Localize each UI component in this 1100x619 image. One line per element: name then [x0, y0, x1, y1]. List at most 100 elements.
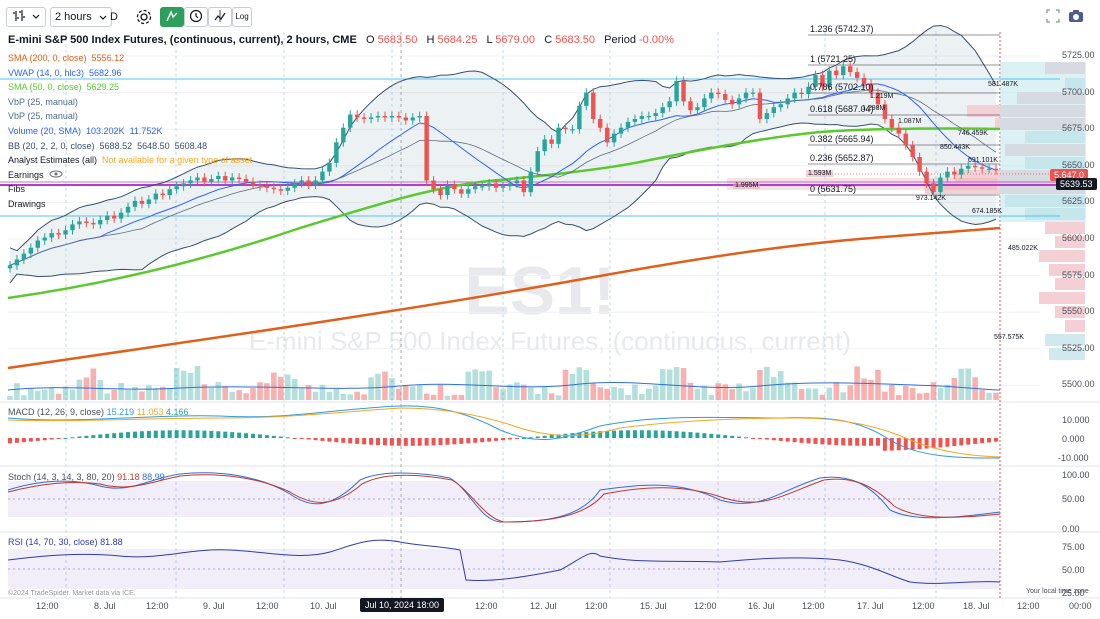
indicator-row[interactable]: VbP (25, manual)	[8, 110, 83, 122]
macd-histogram-bar	[237, 432, 242, 438]
indicator-row[interactable]: VbP (25, manual)	[8, 96, 83, 108]
candle-body	[868, 83, 874, 93]
price-axis-tick: 5600.00	[1062, 233, 1095, 243]
volume-bar	[736, 383, 742, 400]
volume-bar	[757, 369, 763, 400]
indicator-row[interactable]: BB (20, 2, 2, 0, close) 5688.52 5648.50 560…	[8, 140, 212, 152]
candle-body	[722, 94, 728, 100]
volume-bar	[333, 388, 340, 400]
macd-histogram-bar	[382, 438, 387, 446]
volume-bar	[521, 384, 527, 400]
chart-type-button[interactable]	[6, 7, 46, 27]
vbp-bar	[1055, 278, 1085, 290]
volume-bar	[708, 395, 715, 400]
bb-fill-area	[10, 25, 996, 283]
macd-histogram-bar	[63, 438, 68, 439]
macd-histogram-bar	[605, 430, 610, 438]
volume-bar	[805, 388, 812, 400]
candle-body	[250, 181, 256, 185]
indicator-value: 5608.48	[174, 140, 208, 151]
macd-histogram-bar	[841, 438, 846, 446]
macd-histogram-bar	[21, 438, 26, 443]
indicator-row[interactable]: Analyst Estimates (all) Not available for…	[8, 154, 257, 166]
indicator-name: Fibs	[8, 184, 26, 195]
macd-histogram-bar	[494, 438, 499, 441]
indicator-row[interactable]: Drawings	[8, 198, 51, 210]
macd-histogram-bar	[646, 430, 651, 438]
candle-body	[410, 117, 415, 121]
candle-body	[611, 133, 617, 143]
volume-bar	[409, 386, 416, 400]
volume-bar	[375, 373, 381, 400]
indicator-row[interactable]: Fibs	[8, 183, 30, 195]
candle-body	[229, 177, 235, 181]
candle-body	[535, 151, 540, 172]
candle-body	[223, 176, 228, 181]
candle-body	[778, 104, 783, 108]
interval-select[interactable]: 2 hours	[50, 7, 112, 27]
cursor-price-tag: 5639.53	[1056, 178, 1097, 190]
vbp-value-label: 850.443K	[940, 144, 970, 151]
interval-value: 2 hours	[55, 11, 92, 23]
watermark-name: E-mini S&P 500 Index Futures, (continuou…	[248, 326, 852, 356]
macd-histogram-bar	[938, 438, 943, 448]
candle-body	[924, 171, 929, 184]
indicator-row[interactable]: SMA (50, 0, close) 5629.25	[8, 81, 124, 93]
candle-body	[153, 193, 159, 200]
eye-icon[interactable]	[49, 170, 63, 178]
camera-icon[interactable]	[1068, 9, 1084, 23]
candle-body	[847, 66, 853, 73]
candle-body	[500, 186, 506, 188]
macd-histogram-bar	[834, 438, 839, 446]
macd-histogram-bar	[591, 431, 596, 438]
macd-histogram-bar	[619, 430, 624, 438]
macd-histogram-bar	[667, 430, 672, 438]
candle-body	[903, 133, 908, 146]
macd-histogram-bar	[35, 438, 40, 441]
price-axis-tick: 5575.00	[1062, 269, 1095, 280]
macd-histogram-bar	[556, 434, 561, 438]
macd-histogram-bar	[153, 430, 158, 438]
volume-bar	[493, 387, 499, 400]
settings-icon[interactable]	[134, 7, 154, 27]
macd-histogram-bar	[869, 438, 874, 446]
candle-body	[570, 129, 575, 131]
indicator-name: SMA (50, 0, close)	[8, 82, 82, 93]
log-scale-button[interactable]: Log	[232, 7, 252, 27]
macd-histogram-bar	[14, 438, 19, 443]
candle-body	[528, 171, 533, 193]
indicator-row[interactable]: SMA (200, 0, close) 5556.12	[8, 52, 129, 64]
macd-histogram-bar	[42, 438, 47, 441]
volume-bar	[909, 388, 916, 400]
macd-histogram-bar	[160, 430, 165, 438]
replay-button[interactable]	[184, 7, 208, 27]
candle-body	[341, 127, 346, 143]
indicator-row[interactable]: Earnings	[8, 169, 63, 181]
candle-body	[257, 184, 263, 187]
macd-value-2: 11.053	[136, 407, 164, 417]
cursor-tool-button[interactable]	[160, 7, 184, 27]
compare-button[interactable]	[208, 7, 232, 27]
volume-bar	[944, 384, 951, 400]
macd-value-3: 4.166	[165, 407, 189, 417]
vbp-bar	[1049, 348, 1085, 360]
indicator-value: Not available for a given type of asset	[102, 155, 253, 166]
volume-bar	[430, 394, 437, 400]
candle-body	[584, 92, 589, 106]
candle-body	[827, 70, 832, 87]
volume-bar	[215, 382, 222, 400]
candle-body	[56, 233, 61, 235]
vbp-value-label: 973.142K	[916, 195, 946, 202]
volume-bar	[396, 388, 402, 400]
fullscreen-icon[interactable]	[1046, 9, 1060, 23]
candle-body	[84, 221, 89, 223]
indicator-row[interactable]: VWAP (14, 0, hlc3) 5682.96	[8, 67, 127, 79]
indicator-row[interactable]: Volume (20, SMA) 103.202K 11.752K	[8, 125, 167, 137]
macd-histogram-bar	[98, 434, 103, 438]
macd-histogram-bar	[105, 433, 110, 438]
macd-histogram-bar	[251, 433, 256, 438]
macd-histogram-bar	[8, 438, 12, 444]
interval-shortcut[interactable]: D	[110, 11, 118, 23]
volume-bar	[278, 376, 284, 400]
